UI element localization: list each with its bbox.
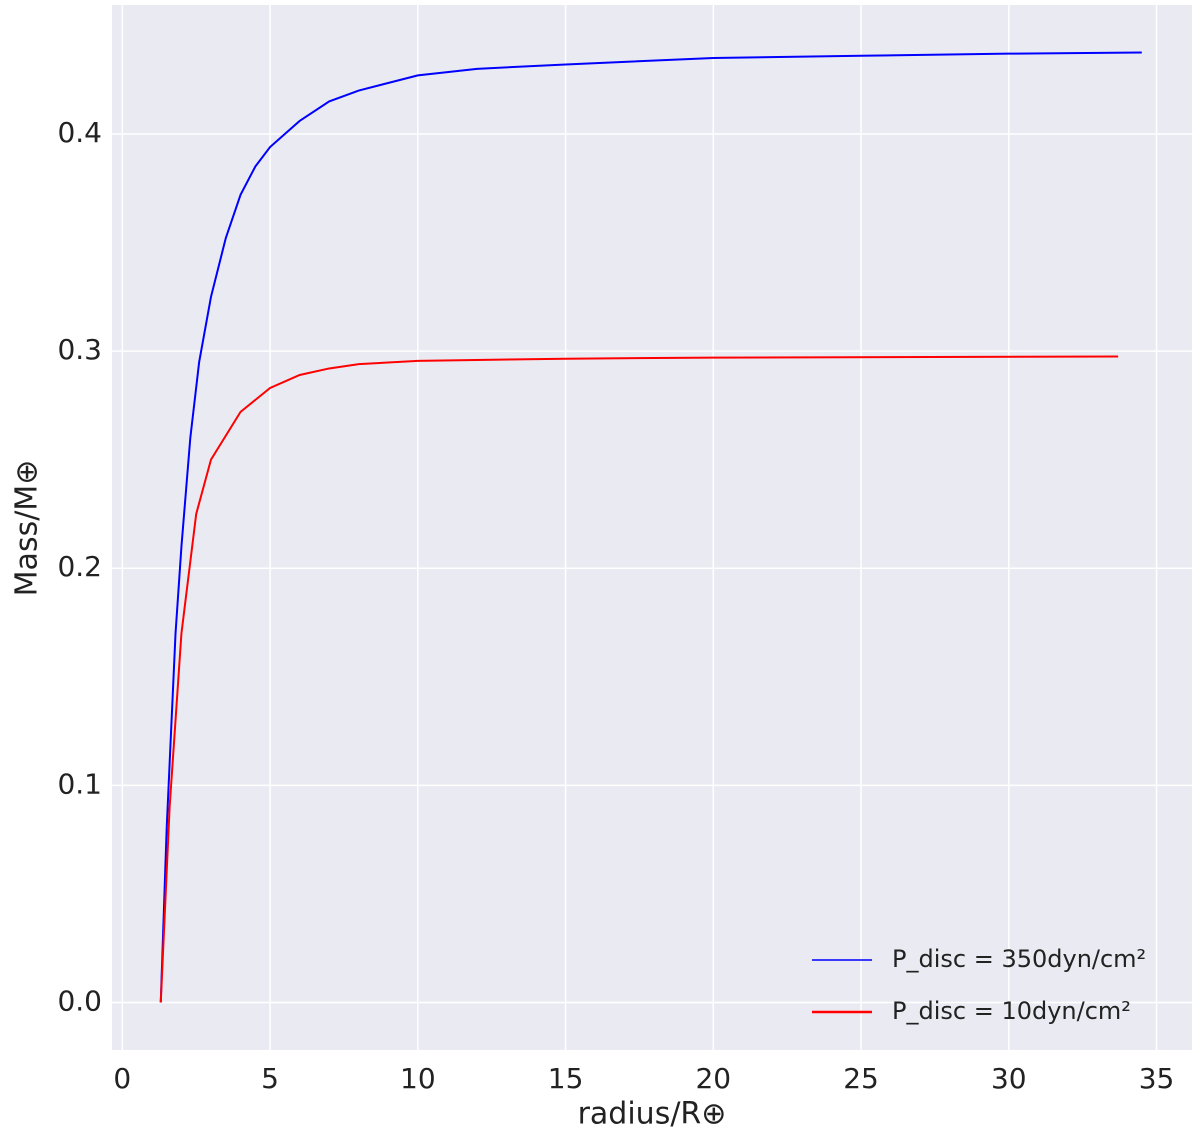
y-tick-label: 0.0 <box>57 984 102 1017</box>
y-tick-label: 0.2 <box>57 550 102 583</box>
plot-background <box>112 5 1192 1050</box>
x-tick-label: 20 <box>695 1062 731 1095</box>
x-tick-label: 25 <box>843 1062 879 1095</box>
x-axis-label: radius/R⊕ <box>578 1097 727 1132</box>
x-tick-label: 0 <box>113 1062 131 1095</box>
x-tick-label: 10 <box>400 1062 436 1095</box>
y-tick-label: 0.4 <box>57 116 102 149</box>
x-tick-label: 30 <box>991 1062 1027 1095</box>
legend-label: P_disc = 350dyn/cm² <box>892 945 1146 973</box>
x-tick-label: 5 <box>261 1062 279 1095</box>
x-tick-label: 15 <box>548 1062 584 1095</box>
y-tick-label: 0.1 <box>57 767 102 800</box>
y-tick-label: 0.3 <box>57 333 102 366</box>
data-line <box>159 355 1119 1003</box>
y-axis-label: Mass/M⊕ <box>10 460 45 597</box>
data-line <box>159 51 1142 1003</box>
x-tick-label: 35 <box>1139 1062 1175 1095</box>
legend-label: P_disc = 10dyn/cm² <box>892 997 1131 1025</box>
